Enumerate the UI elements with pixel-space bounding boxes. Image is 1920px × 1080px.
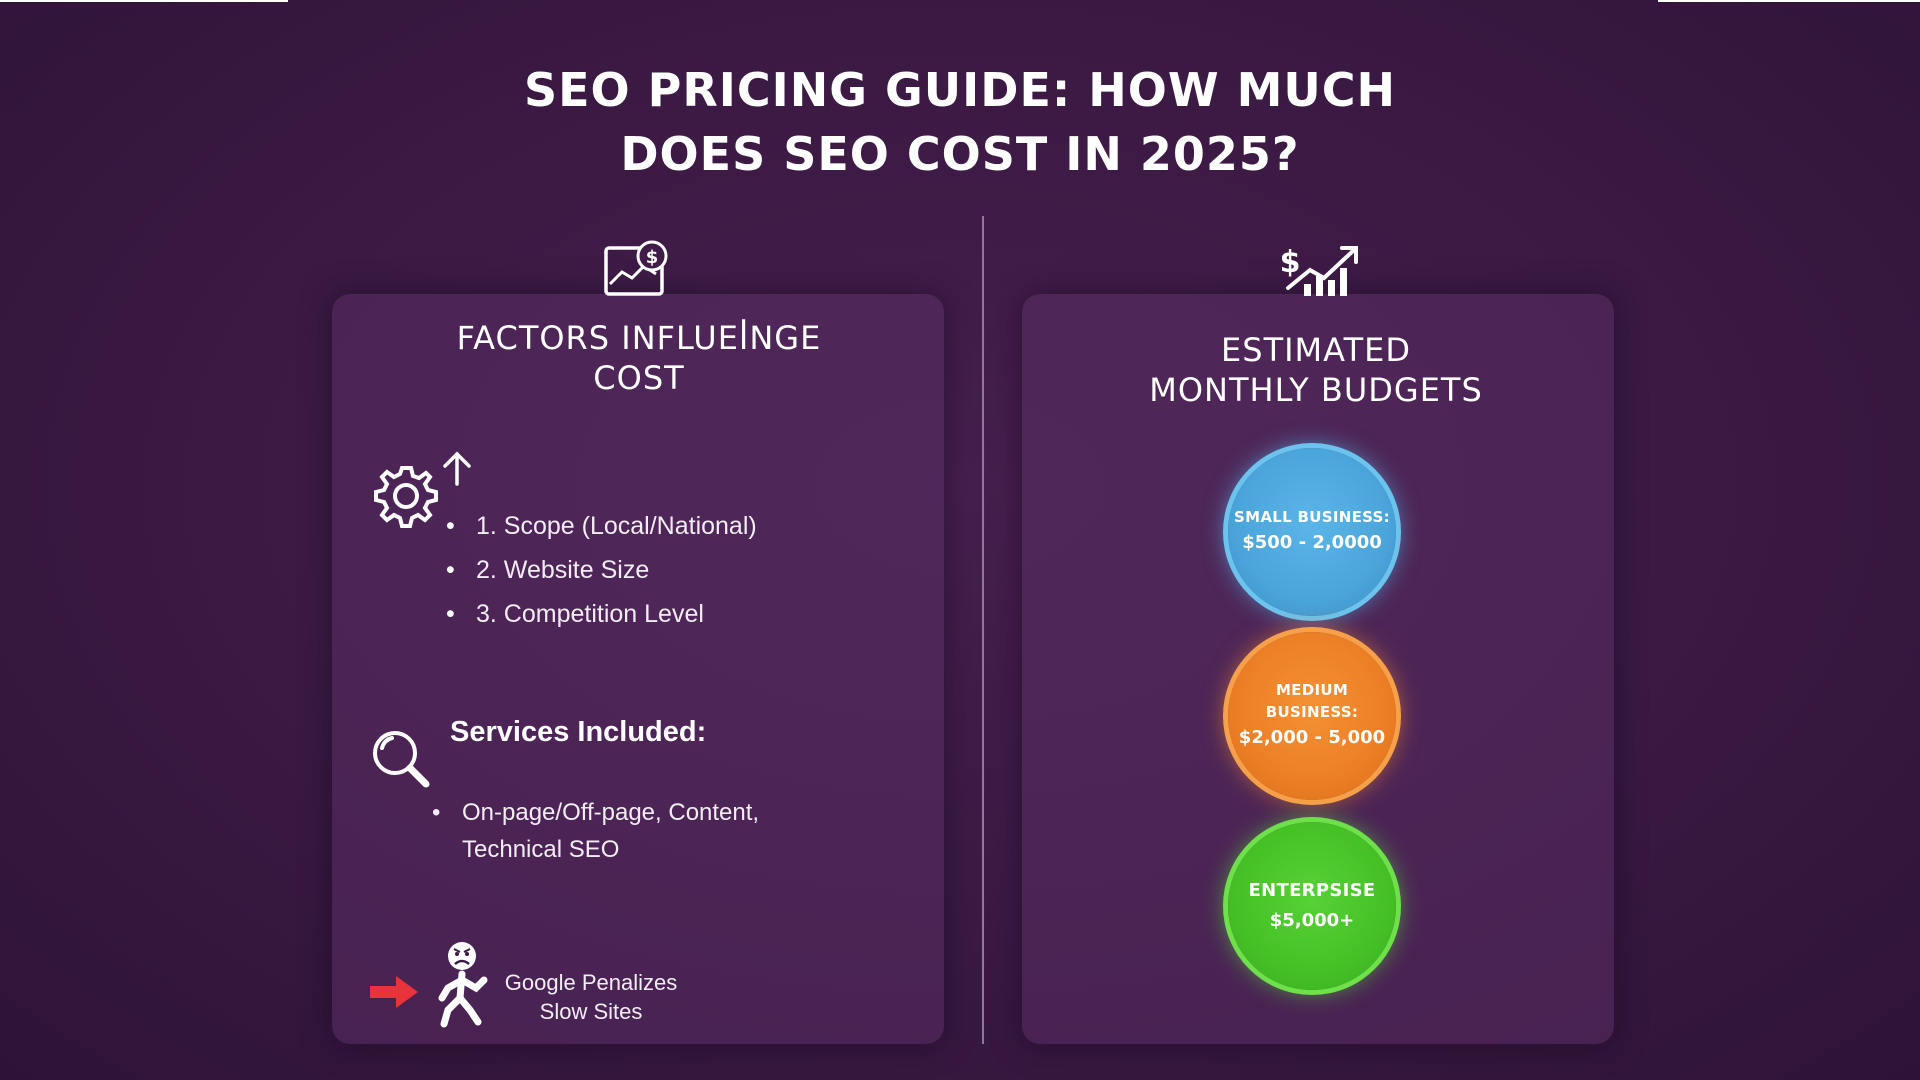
- tier-label: MEDIUM BUSINESS:: [1265, 681, 1359, 721]
- services-text-line-1: On-page/Off-page, Content,: [462, 799, 760, 826]
- list-item: 3. Competition Level: [446, 592, 757, 636]
- medium-business-badge: MEDIUM BUSINESS: $2,000 - 5,000: [1228, 632, 1396, 800]
- svg-text:$: $: [646, 247, 659, 268]
- enterprise-badge: ENTERPSISE $5,000+: [1228, 822, 1396, 990]
- budgets-heading-line-2: MONTHLY BUDGETS: [1149, 371, 1483, 409]
- tier-range: $5,000+: [1269, 910, 1355, 931]
- dollar-growth-chart-icon: $: [1280, 245, 1358, 296]
- services-text: On-page/Off-page, Content, Technical SEO: [432, 794, 862, 868]
- svg-text:$: $: [1280, 245, 1301, 280]
- budgets-heading-line-1: ESTIMATED: [1221, 331, 1411, 369]
- small-business-badge: SMALL BUSINESS: $500 - 2,0000: [1228, 448, 1396, 616]
- tier-label: SMALL BUSINESS:: [1234, 508, 1390, 526]
- arrow-up-icon: [443, 451, 471, 486]
- gear-icon: [374, 466, 438, 528]
- title-line-1: SEO PRICING GUIDE: HOW MUCH: [523, 63, 1397, 117]
- penalty-line-1: Google Penalizes: [504, 970, 678, 995]
- penalty-line-2: Slow Sites: [539, 999, 643, 1024]
- page-title: SEO PRICING GUIDE: HOW MUCH DOES SEO COS…: [0, 58, 1920, 186]
- list-item: 2. Website Size: [446, 548, 757, 592]
- magnifier-icon: [373, 731, 430, 788]
- budgets-heading: ESTIMATED MONTHLY BUDGETS: [1060, 330, 1572, 410]
- top-edge-right: [1658, 0, 1920, 2]
- tier-label: ENTERPSISE: [1248, 880, 1376, 901]
- list-item: 1. Scope (Local/National): [446, 504, 757, 548]
- factors-heading: FACTORS INFLUEꟾNGE COST: [400, 318, 878, 398]
- tier-range: $2,000 - 5,000: [1238, 727, 1386, 748]
- top-edge-left: [0, 0, 288, 2]
- factors-heading-line-2: COST: [593, 359, 685, 397]
- red-arrow-icon: [370, 976, 418, 1008]
- services-title: Services Included:: [450, 716, 707, 748]
- title-line-2: DOES SEO COST IN 2025?: [620, 127, 1300, 181]
- factors-list: 1. Scope (Local/National) 2. Website Siz…: [446, 504, 757, 636]
- services-text-line-2: Technical SEO: [462, 836, 620, 863]
- factors-heading-line-1: FACTORS INFLUEꟾNGE: [456, 319, 822, 357]
- frowning-runner-icon: [438, 942, 488, 1028]
- tier-range: $500 - 2,0000: [1242, 532, 1382, 553]
- center-divider: [982, 216, 984, 1044]
- penalty-note: Google Penalizes Slow Sites: [496, 968, 686, 1026]
- factors-card: [332, 294, 944, 1044]
- money-chart-icon: $: [604, 240, 668, 296]
